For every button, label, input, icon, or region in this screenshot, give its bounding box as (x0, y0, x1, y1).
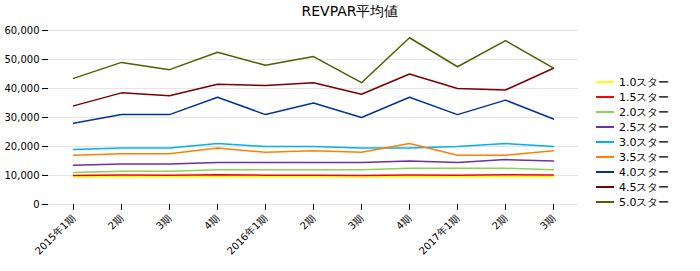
svg-text:60,000: 60,000 (5, 25, 40, 36)
html-text:3.5スター: 3.5スター (619, 150, 670, 164)
svg-text:2016年1期: 2016年1期 (225, 212, 269, 256)
html-text:2.0スター: 2.0スター (619, 105, 670, 119)
svg-text:3期: 3期 (154, 212, 173, 231)
svg-text:30,000: 30,000 (5, 112, 40, 123)
svg-text:3期: 3期 (346, 212, 365, 231)
html-text:1.5スター: 1.5スター (619, 90, 670, 104)
svg-text:2期: 2期 (490, 212, 509, 231)
svg-text:2015年1期: 2015年1期 (33, 212, 77, 256)
svg-text:2017年1期: 2017年1期 (417, 212, 461, 256)
svg-text:3期: 3期 (538, 212, 557, 231)
svg-text:2期: 2期 (298, 212, 317, 231)
svg-text:20,000: 20,000 (5, 141, 40, 152)
html-text:4.0スター: 4.0スター (619, 165, 670, 179)
html-text:1.0スター: 1.0スター (619, 75, 670, 89)
svg-text:40,000: 40,000 (5, 83, 40, 94)
svg-text:4期: 4期 (394, 212, 413, 231)
svg-text:50,000: 50,000 (5, 54, 40, 65)
svg-text:2期: 2期 (106, 212, 125, 231)
html-text:4.5スター: 4.5スター (619, 180, 670, 194)
svg-text:0: 0 (33, 199, 39, 210)
html-text:REVPAR平均値: REVPAR平均値 (301, 3, 399, 19)
svg-text:4期: 4期 (202, 212, 221, 231)
svg-text:10,000: 10,000 (5, 170, 40, 181)
html-text:2.5スター: 2.5スター (619, 120, 670, 134)
html-text:5.0スター: 5.0スター (619, 195, 670, 209)
html-text:3.0スター: 3.0スター (619, 135, 670, 149)
